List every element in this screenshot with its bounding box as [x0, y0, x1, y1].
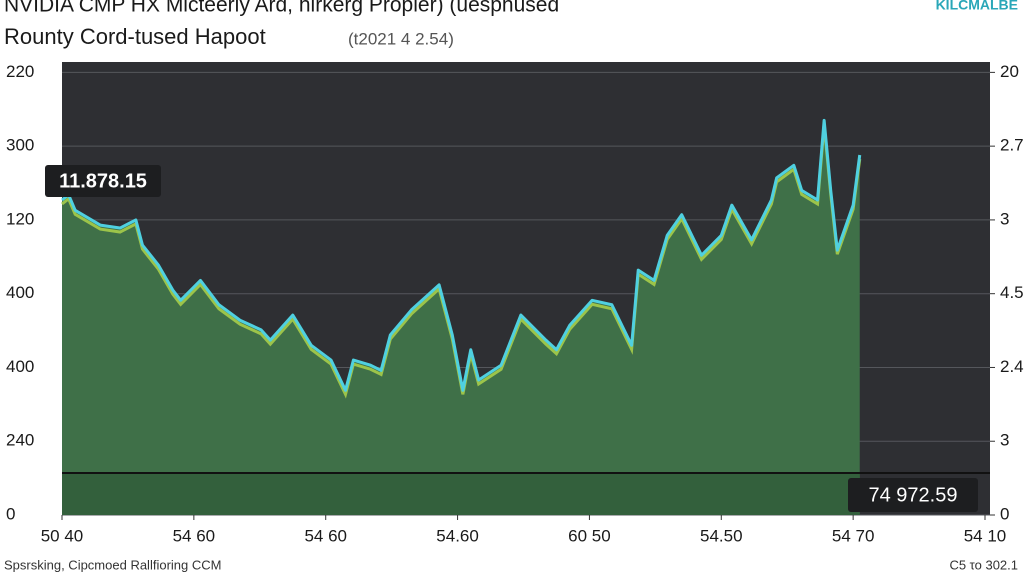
y2-tick-label: 2.4 — [1000, 357, 1024, 376]
x-tick-label: 54 70 — [832, 526, 875, 545]
subtitle-date: (t2021 4 2.54) — [348, 29, 454, 48]
y-tick-label: 400 — [6, 283, 34, 302]
x-tick-label: 54 60 — [173, 526, 216, 545]
x-tick-label: 54 60 — [304, 526, 347, 545]
y-tick-label: 0 — [6, 504, 15, 523]
plot — [61, 71, 990, 516]
chart-subtitle: Rounty Cord-tused Hapoot — [4, 24, 266, 49]
footer-note: C5 το 302.1 — [949, 557, 1018, 572]
brand-logo: KILCMALBE — [936, 0, 1018, 13]
x-tick-label: 54 10 — [964, 526, 1007, 545]
y-tick-label: 240 — [6, 431, 34, 450]
y-tick-label: 220 — [6, 62, 34, 81]
y2-tick-label: 3 — [1000, 431, 1009, 450]
y2-tick-label: 3 — [1000, 209, 1009, 228]
y2-tick-label: 0 — [1000, 504, 1009, 523]
y2-tick-label: 20 — [1000, 62, 1019, 81]
x-tick-label: 54.50 — [700, 526, 743, 545]
line — [61, 118, 862, 392]
annotation: 11.878.15 — [59, 170, 147, 192]
x-tick-label: 50 40 — [41, 526, 84, 545]
chart-title: NVIDIA CMP HX Micteerly Ard, hirkerg Pro… — [4, 0, 559, 17]
base-band — [62, 473, 860, 515]
area — [62, 120, 860, 515]
annotation: 74 972.59 — [869, 484, 958, 506]
y2-tick-label: 2.7 — [1000, 136, 1024, 155]
x-tick-label: 60 50 — [568, 526, 611, 545]
y-tick-label: 120 — [6, 209, 34, 228]
y-tick-label: 400 — [6, 357, 34, 376]
y2-tick-label: 4.5 — [1000, 283, 1024, 302]
annotation-box — [45, 165, 161, 197]
annotation-box — [848, 478, 978, 512]
footer-source: Spsrsking, Cipcmoed Rallfioring CCM — [4, 557, 221, 572]
y-tick-label: 300 — [6, 136, 34, 155]
x-tick-label: 54.60 — [436, 526, 479, 545]
